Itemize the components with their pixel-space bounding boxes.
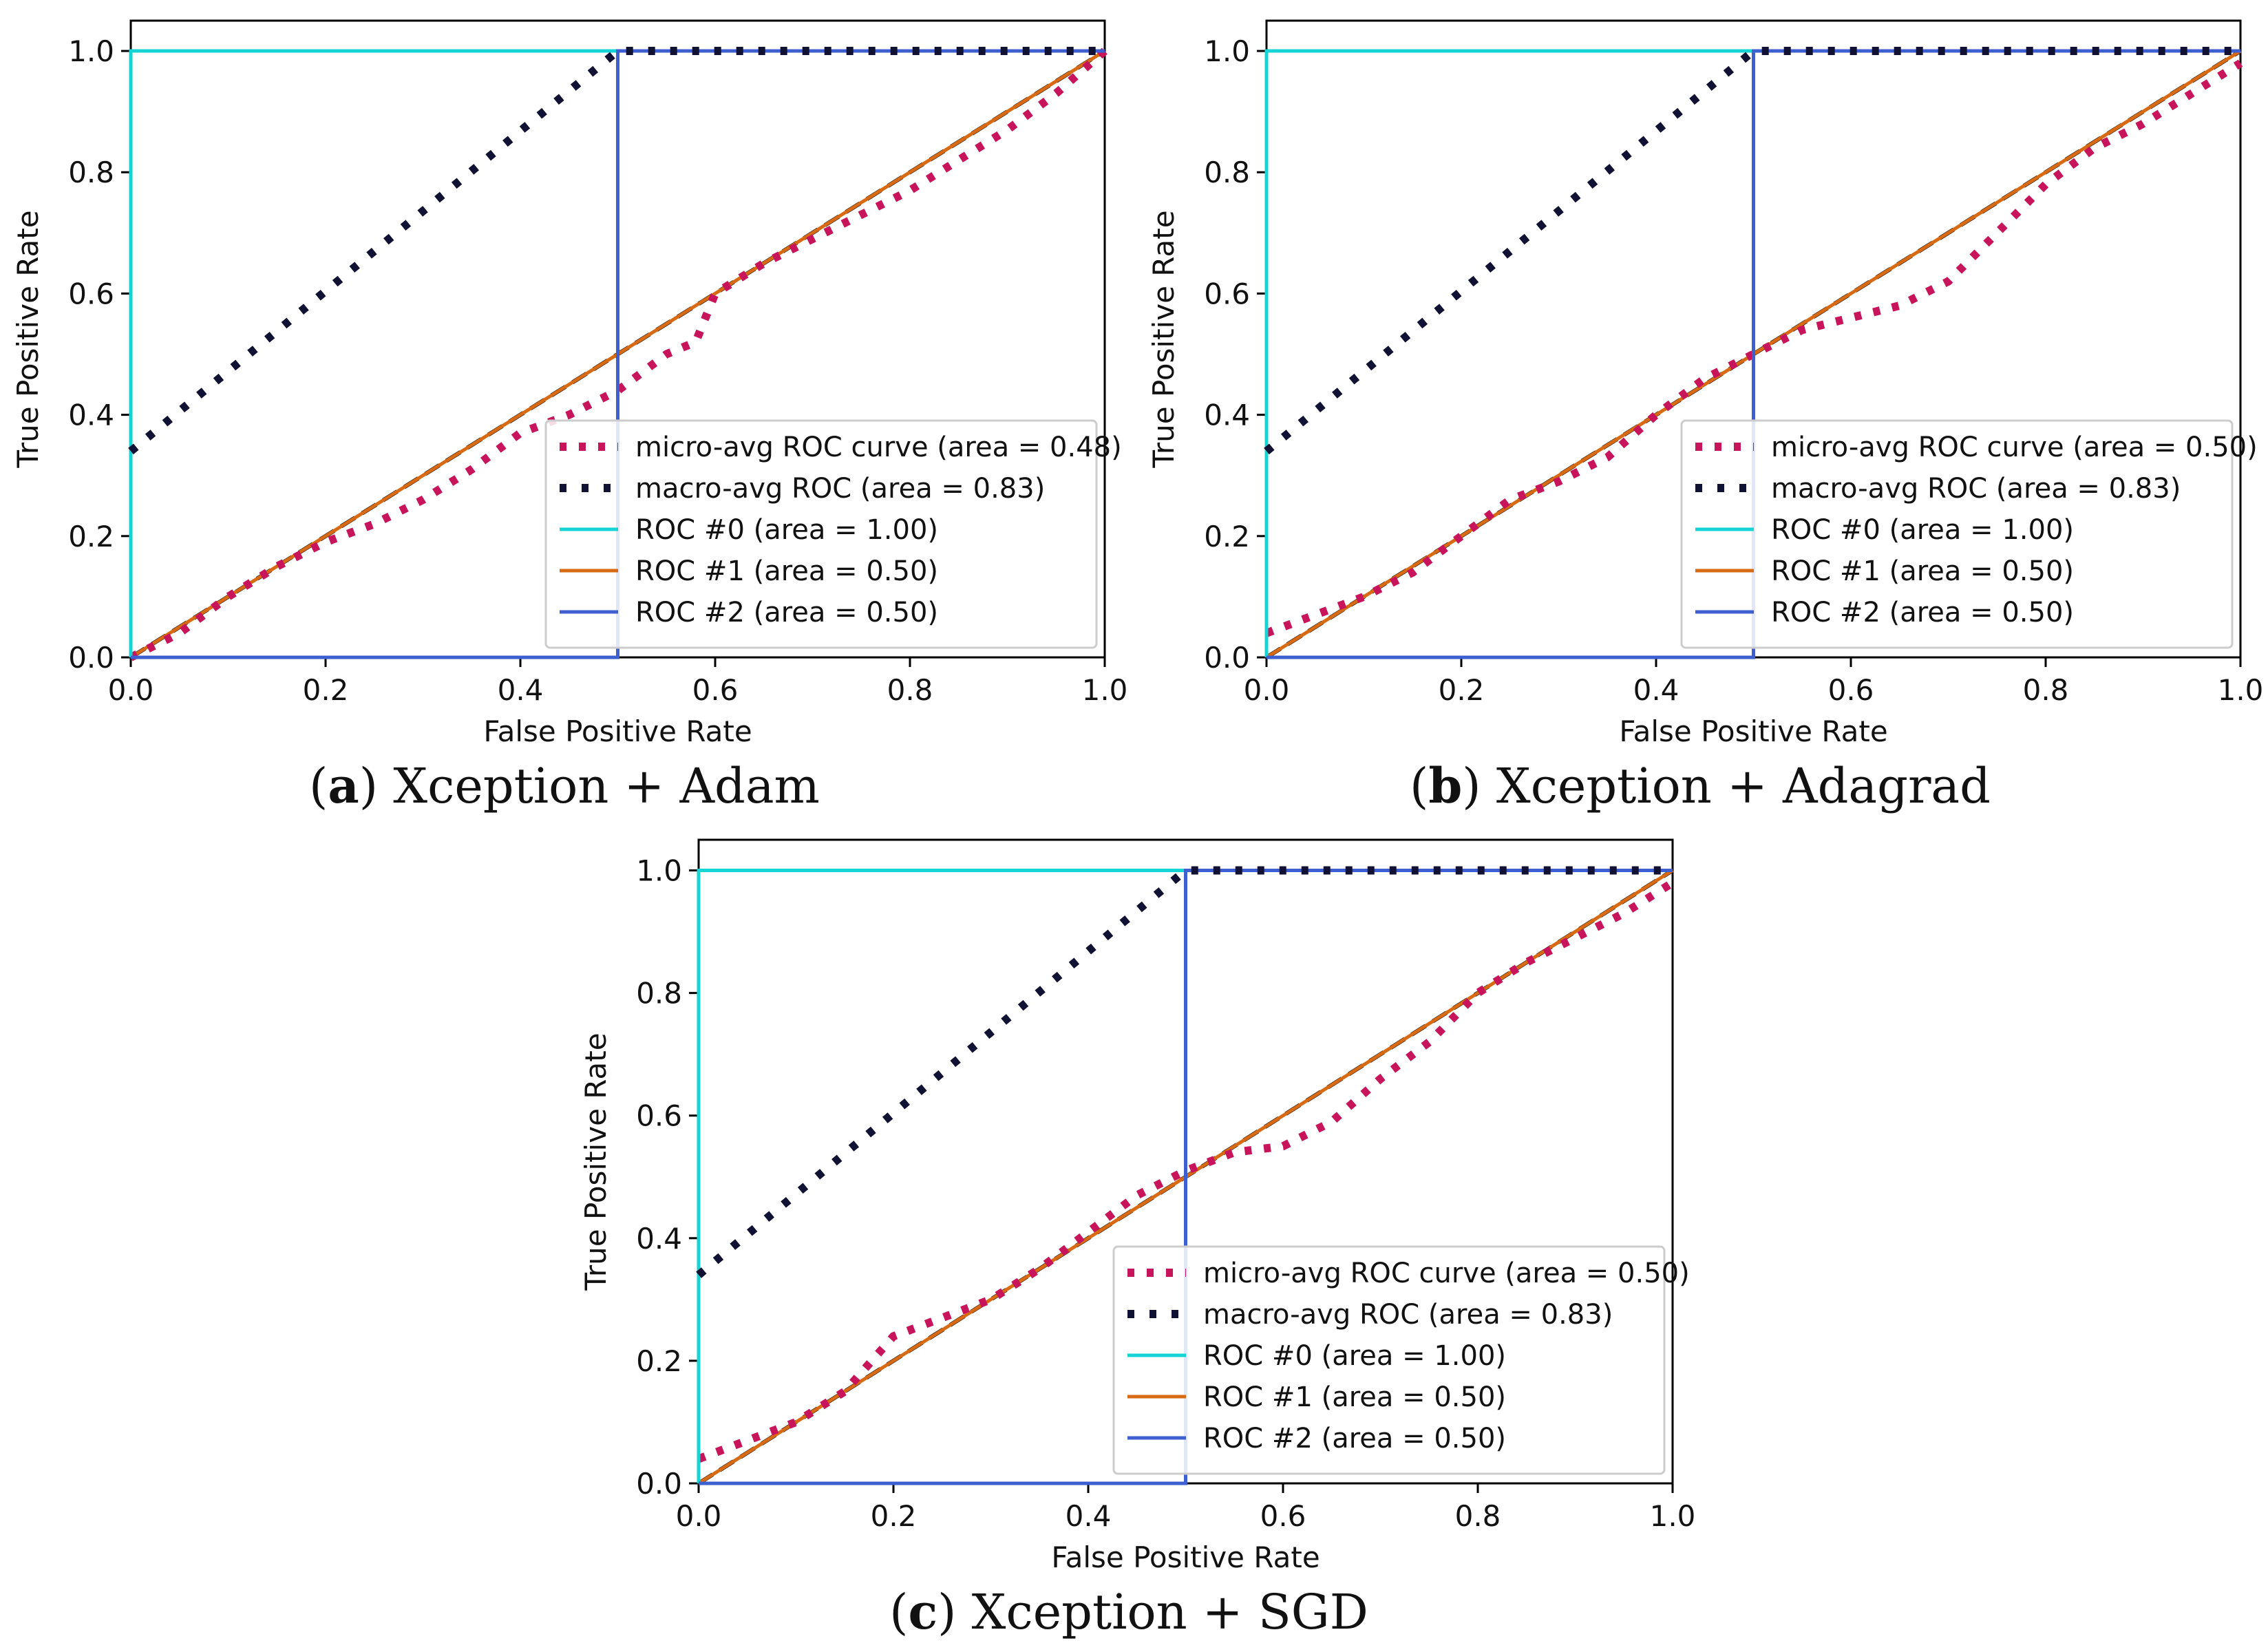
x-tick-label-c-1: 0.2: [871, 1499, 917, 1533]
x-tick-label-c-3: 0.6: [1260, 1499, 1306, 1533]
x-axis-label-a: False Positive Rate: [483, 714, 752, 748]
y-tick-label-c-4: 0.8: [636, 977, 682, 1010]
legend-label-b-roc0: ROC #0 (area = 1.00): [1771, 514, 2074, 546]
x-tick-label-a-1: 0.2: [303, 673, 349, 707]
legend-a: micro-avg ROC curve (area = 0.48) macro-a…: [544, 419, 1122, 649]
y-tick-label-b-0: 0.0: [1204, 641, 1250, 675]
y-tick-label-a-0: 0.0: [68, 641, 114, 675]
y-tick-label-c-2: 0.4: [636, 1222, 682, 1256]
caption-c-text: Xception + SGD: [971, 1584, 1368, 1640]
y-tick-label-a-2: 0.4: [68, 399, 114, 432]
x-tick-label-a-5: 1.0: [1082, 673, 1128, 707]
series-b-roc2: [1267, 49, 2240, 659]
x-tick-label-b-0: 0.0: [1244, 673, 1290, 707]
x-tick-label-b-3: 0.6: [1828, 673, 1874, 707]
caption-a-letter: a: [328, 757, 359, 814]
series-a-roc2: [131, 49, 1105, 659]
panel-b: 0.0 0.2 0.4 0.6 0.8 1.0 0.0 0.2 0.4 0.6 0.8 1.0 Fals…: [1147, 19, 2264, 748]
y-tick-label-b-5: 1.0: [1204, 34, 1250, 68]
legend-label-b-micro: micro-avg ROC curve (area = 0.50): [1771, 432, 2258, 463]
y-tick-label-a-1: 0.2: [68, 520, 114, 553]
legend-b: micro-avg ROC curve (area = 0.50) macro-a…: [1680, 419, 2258, 649]
legend-c: micro-avg ROC curve (area = 0.50) macro-a…: [1112, 1245, 1690, 1475]
legend-box-a: [544, 419, 1098, 649]
caption-a: (a) Xception + Adam: [309, 757, 820, 814]
y-axis-label-b: True Positive Rate: [1147, 210, 1180, 468]
series-c-roc2: [699, 869, 1673, 1485]
y-tick-label-b-3: 0.6: [1204, 277, 1250, 310]
x-tick-label-a-3: 0.6: [692, 673, 739, 707]
legend-box-b: [1680, 419, 2234, 649]
legend-label-c-roc1: ROC #1 (area = 0.50): [1203, 1381, 1506, 1413]
x-axis-label-c: False Positive Rate: [1051, 1540, 1320, 1574]
x-axis-label-b: False Positive Rate: [1619, 714, 1887, 748]
caption-a-text: Xception + Adam: [393, 758, 820, 814]
x-tick-label-c-4: 0.8: [1455, 1499, 1501, 1533]
caption-c-letter: c: [908, 1583, 938, 1640]
legend-label-c-roc0: ROC #0 (area = 1.00): [1203, 1340, 1506, 1372]
legend-label-a-micro: micro-avg ROC curve (area = 0.48): [635, 432, 1122, 463]
x-tick-label-b-4: 0.8: [2023, 673, 2069, 707]
y-axis-label-c: True Positive Rate: [579, 1032, 613, 1291]
y-tick-label-c-1: 0.2: [636, 1344, 682, 1378]
x-tick-label-b-1: 0.2: [1439, 673, 1485, 707]
y-tick-label-b-4: 0.8: [1204, 156, 1250, 189]
x-tick-label-b-5: 1.0: [2218, 673, 2264, 707]
legend-label-c-micro: micro-avg ROC curve (area = 0.50): [1203, 1258, 1690, 1289]
x-tick-label-a-0: 0.0: [108, 673, 154, 707]
legend-label-b-roc2: ROC #2 (area = 0.50): [1771, 597, 2074, 628]
x-tick-label-c-5: 1.0: [1650, 1499, 1696, 1533]
y-tick-label-c-3: 0.6: [636, 1099, 682, 1133]
caption-b: (b) Xception + Adagrad: [1410, 757, 1991, 814]
legend-box-c: [1112, 1245, 1666, 1475]
x-tick-label-c-0: 0.0: [676, 1499, 722, 1533]
x-tick-label-c-2: 0.4: [1066, 1499, 1112, 1533]
legend-label-a-roc1: ROC #1 (area = 0.50): [635, 555, 938, 587]
legend-label-b-macro: macro-avg ROC (area = 0.83): [1771, 473, 2181, 505]
legend-label-c-macro: macro-avg ROC (area = 0.83): [1203, 1299, 1613, 1331]
y-tick-label-a-5: 1.0: [68, 34, 114, 68]
caption-b-text: Xception + Adagrad: [1496, 758, 1991, 814]
y-tick-label-a-4: 0.8: [68, 156, 114, 189]
caption-c: (c) Xception + SGD: [889, 1583, 1368, 1640]
panel-c: 0.0 0.2 0.4 0.6 0.8 1.0 0.0 0.2 0.4 0.6 0.8 1.0 Fals…: [579, 838, 1696, 1574]
x-tick-label-b-2: 0.4: [1633, 673, 1679, 707]
y-axis-label-a: True Positive Rate: [11, 210, 45, 468]
x-tick-label-a-4: 0.8: [887, 673, 933, 707]
y-tick-label-c-0: 0.0: [636, 1467, 682, 1501]
legend-label-c-roc2: ROC #2 (area = 0.50): [1203, 1423, 1506, 1454]
y-tick-label-a-3: 0.6: [68, 277, 114, 310]
y-tick-label-b-1: 0.2: [1204, 520, 1250, 553]
series-b-micro: [1264, 59, 2243, 637]
y-tick-label-c-5: 1.0: [636, 854, 682, 888]
legend-label-a-roc0: ROC #0 (area = 1.00): [635, 514, 938, 546]
x-tick-label-a-2: 0.4: [498, 673, 544, 707]
legend-label-a-roc2: ROC #2 (area = 0.50): [635, 597, 938, 628]
panel-a: 0.0 0.2 0.4 0.6 0.8 1.0 0.0 0.2 0.4 0.6 0.8 1.0 Fals…: [11, 19, 1128, 748]
caption-b-letter: b: [1428, 757, 1463, 814]
legend-label-a-macro: macro-avg ROC (area = 0.83): [635, 473, 1045, 505]
y-tick-label-b-2: 0.4: [1204, 399, 1250, 432]
legend-label-b-roc1: ROC #1 (area = 0.50): [1771, 555, 2074, 587]
